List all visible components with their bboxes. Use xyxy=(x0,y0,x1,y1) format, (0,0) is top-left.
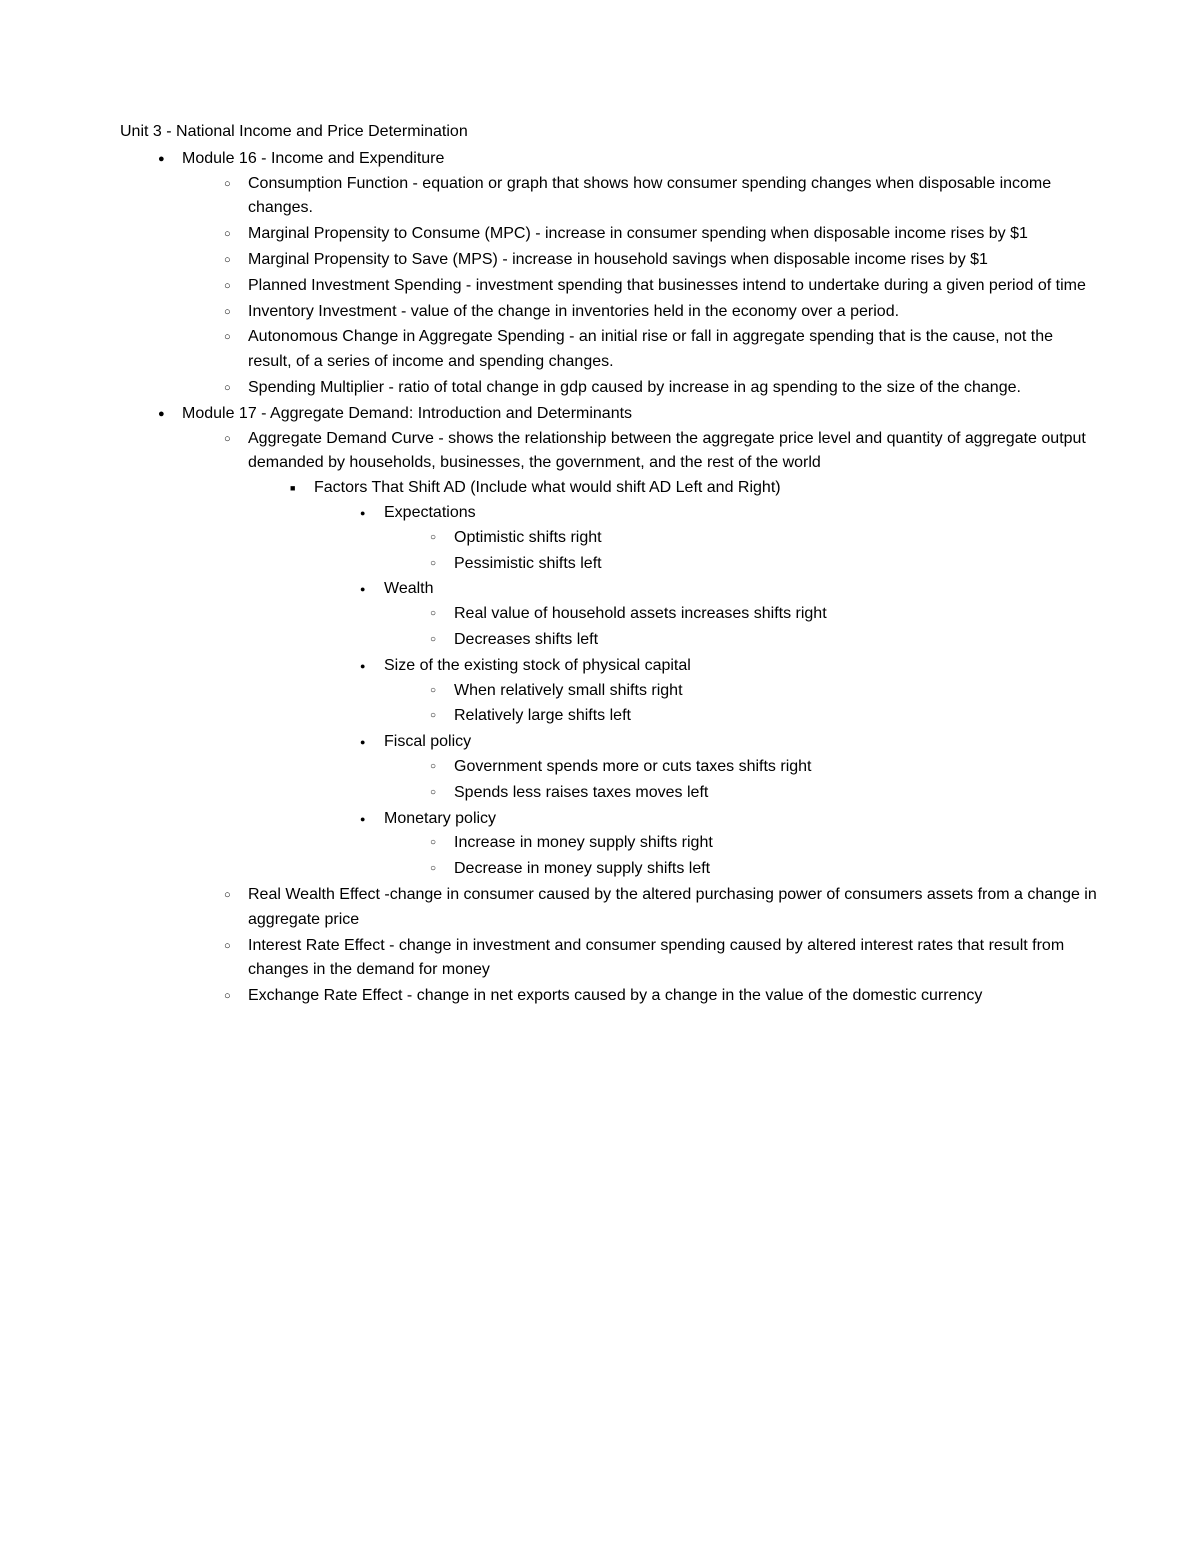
factor-capital: Size of the existing stock of physical c… xyxy=(346,654,1100,729)
factor-label: Size of the existing stock of physical c… xyxy=(384,657,691,674)
list-item: Exchange Rate Effect - change in net exp… xyxy=(210,984,1100,1009)
module-17-items: Aggregate Demand Curve - shows the relat… xyxy=(210,427,1100,1009)
factor-label: Wealth xyxy=(384,580,434,597)
list-item: Planned Investment Spending - investment… xyxy=(210,274,1100,299)
factor-category-list: Expectations Optimistic shifts right Pes… xyxy=(346,501,1100,882)
unit-title: Unit 3 - National Income and Price Deter… xyxy=(120,120,1100,145)
factor-fiscal: Fiscal policy Government spends more or … xyxy=(346,730,1100,805)
list-item: When relatively small shifts right xyxy=(416,679,1100,704)
list-item: Inventory Investment - value of the chan… xyxy=(210,300,1100,325)
ad-curve-item: Aggregate Demand Curve - shows the relat… xyxy=(210,427,1100,882)
factors-list: Factors That Shift AD (Include what woul… xyxy=(276,476,1100,882)
factor-sub-list: Increase in money supply shifts right De… xyxy=(416,831,1100,882)
list-item: Pessimistic shifts left xyxy=(416,552,1100,577)
list-item: Decreases shifts left xyxy=(416,628,1100,653)
ad-curve-text: Aggregate Demand Curve - shows the relat… xyxy=(248,430,1086,472)
factors-heading-item: Factors That Shift AD (Include what woul… xyxy=(276,476,1100,882)
factor-sub-list: When relatively small shifts right Relat… xyxy=(416,679,1100,730)
module-16-items: Consumption Function - equation or graph… xyxy=(210,172,1100,401)
factors-heading: Factors That Shift AD (Include what woul… xyxy=(314,479,781,496)
factor-sub-list: Government spends more or cuts taxes shi… xyxy=(416,755,1100,806)
list-item: Decrease in money supply shifts left xyxy=(416,857,1100,882)
list-item: Government spends more or cuts taxes shi… xyxy=(416,755,1100,780)
factor-label: Fiscal policy xyxy=(384,733,471,750)
list-item: Real value of household assets increases… xyxy=(416,602,1100,627)
list-item: Relatively large shifts left xyxy=(416,704,1100,729)
list-item: Increase in money supply shifts right xyxy=(416,831,1100,856)
module-16-heading: Module 16 - Income and Expenditure xyxy=(182,150,444,167)
list-item: Interest Rate Effect - change in investm… xyxy=(210,934,1100,984)
factor-label: Expectations xyxy=(384,504,476,521)
module-list: Module 16 - Income and Expenditure Consu… xyxy=(144,147,1100,1009)
module-17: Module 17 - Aggregate Demand: Introducti… xyxy=(144,402,1100,1009)
factor-sub-list: Real value of household assets increases… xyxy=(416,602,1100,653)
list-item: Marginal Propensity to Save (MPS) - incr… xyxy=(210,248,1100,273)
list-item: Optimistic shifts right xyxy=(416,526,1100,551)
list-item: Spends less raises taxes moves left xyxy=(416,781,1100,806)
factor-label: Monetary policy xyxy=(384,810,496,827)
module-16: Module 16 - Income and Expenditure Consu… xyxy=(144,147,1100,401)
module-17-heading: Module 17 - Aggregate Demand: Introducti… xyxy=(182,405,632,422)
list-item: Real Wealth Effect -change in consumer c… xyxy=(210,883,1100,933)
list-item: Marginal Propensity to Consume (MPC) - i… xyxy=(210,222,1100,247)
factor-monetary: Monetary policy Increase in money supply… xyxy=(346,807,1100,882)
list-item: Spending Multiplier - ratio of total cha… xyxy=(210,376,1100,401)
factor-expectations: Expectations Optimistic shifts right Pes… xyxy=(346,501,1100,576)
list-item: Consumption Function - equation or graph… xyxy=(210,172,1100,222)
factor-wealth: Wealth Real value of household assets in… xyxy=(346,577,1100,652)
factor-sub-list: Optimistic shifts right Pessimistic shif… xyxy=(416,526,1100,577)
list-item: Autonomous Change in Aggregate Spending … xyxy=(210,325,1100,375)
